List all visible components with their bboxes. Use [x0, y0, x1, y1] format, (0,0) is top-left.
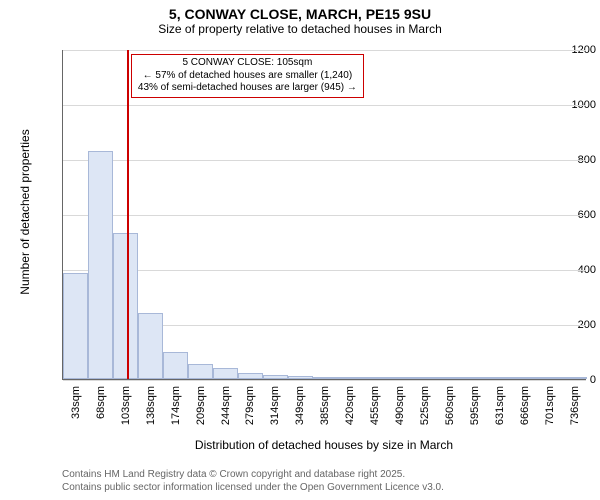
plot-area: 5 CONWAY CLOSE: 105sqm← 57% of detached … [62, 50, 586, 380]
histogram-bar [462, 377, 487, 379]
x-tick-label: 560sqm [444, 386, 456, 436]
chart-container: 5, CONWAY CLOSE, MARCH, PE15 9SU Size of… [0, 0, 600, 500]
histogram-bar [288, 376, 313, 379]
histogram-bar [163, 352, 188, 380]
x-tick-label: 525sqm [419, 386, 431, 436]
annotation-box: 5 CONWAY CLOSE: 105sqm← 57% of detached … [131, 54, 364, 98]
histogram-bar [63, 273, 88, 379]
x-tick-label: 385sqm [319, 386, 331, 436]
histogram-bar [138, 313, 163, 379]
x-tick-label: 174sqm [170, 386, 182, 436]
x-tick-label: 33sqm [70, 386, 82, 436]
histogram-bar [437, 377, 462, 379]
histogram-bar [213, 368, 238, 379]
x-tick-label: 244sqm [220, 386, 232, 436]
chart-footer: Contains HM Land Registry data © Crown c… [62, 469, 600, 494]
x-tick-label: 490sqm [394, 386, 406, 436]
x-tick-label: 138sqm [145, 386, 157, 436]
histogram-bar [337, 377, 362, 379]
x-tick-label: 68sqm [95, 386, 107, 436]
histogram-bar [88, 151, 113, 379]
x-tick-label: 666sqm [519, 386, 531, 436]
x-tick-label: 420sqm [344, 386, 356, 436]
histogram-bar [313, 377, 338, 379]
footer-line-2: Contains public sector information licen… [62, 482, 600, 495]
y-axis-label: Number of detached properties [18, 82, 32, 342]
x-tick-label: 349sqm [294, 386, 306, 436]
histogram-bar [412, 377, 437, 379]
histogram-bar [238, 373, 263, 379]
gridline [63, 160, 586, 161]
x-tick-label: 209sqm [195, 386, 207, 436]
gridline [63, 215, 586, 216]
gridline [63, 380, 586, 381]
chart-subtitle: Size of property relative to detached ho… [0, 22, 600, 36]
x-tick-label: 455sqm [369, 386, 381, 436]
annotation-line: ← 57% of detached houses are smaller (1,… [138, 70, 357, 83]
x-tick-label: 701sqm [544, 386, 556, 436]
annotation-line: 43% of semi-detached houses are larger (… [138, 82, 357, 95]
histogram-bar [537, 377, 562, 379]
histogram-bar [387, 377, 412, 379]
x-tick-label: 595sqm [469, 386, 481, 436]
x-tick-label: 736sqm [569, 386, 581, 436]
subject-marker-line [127, 50, 129, 379]
annotation-line: 5 CONWAY CLOSE: 105sqm [138, 57, 357, 70]
gridline [63, 270, 586, 271]
histogram-bar [362, 377, 387, 379]
gridline [63, 50, 586, 51]
chart-title: 5, CONWAY CLOSE, MARCH, PE15 9SU [0, 0, 600, 22]
x-tick-label: 314sqm [269, 386, 281, 436]
x-axis-label: Distribution of detached houses by size … [62, 438, 586, 452]
x-tick-label: 279sqm [244, 386, 256, 436]
histogram-bar [263, 375, 288, 379]
histogram-bar [512, 377, 537, 379]
histogram-bar [487, 377, 512, 379]
histogram-bar [562, 377, 587, 379]
histogram-bar [113, 233, 138, 379]
footer-line-1: Contains HM Land Registry data © Crown c… [62, 469, 600, 482]
x-tick-label: 103sqm [120, 386, 132, 436]
histogram-bar [188, 364, 213, 379]
gridline [63, 105, 586, 106]
x-tick-label: 631sqm [494, 386, 506, 436]
